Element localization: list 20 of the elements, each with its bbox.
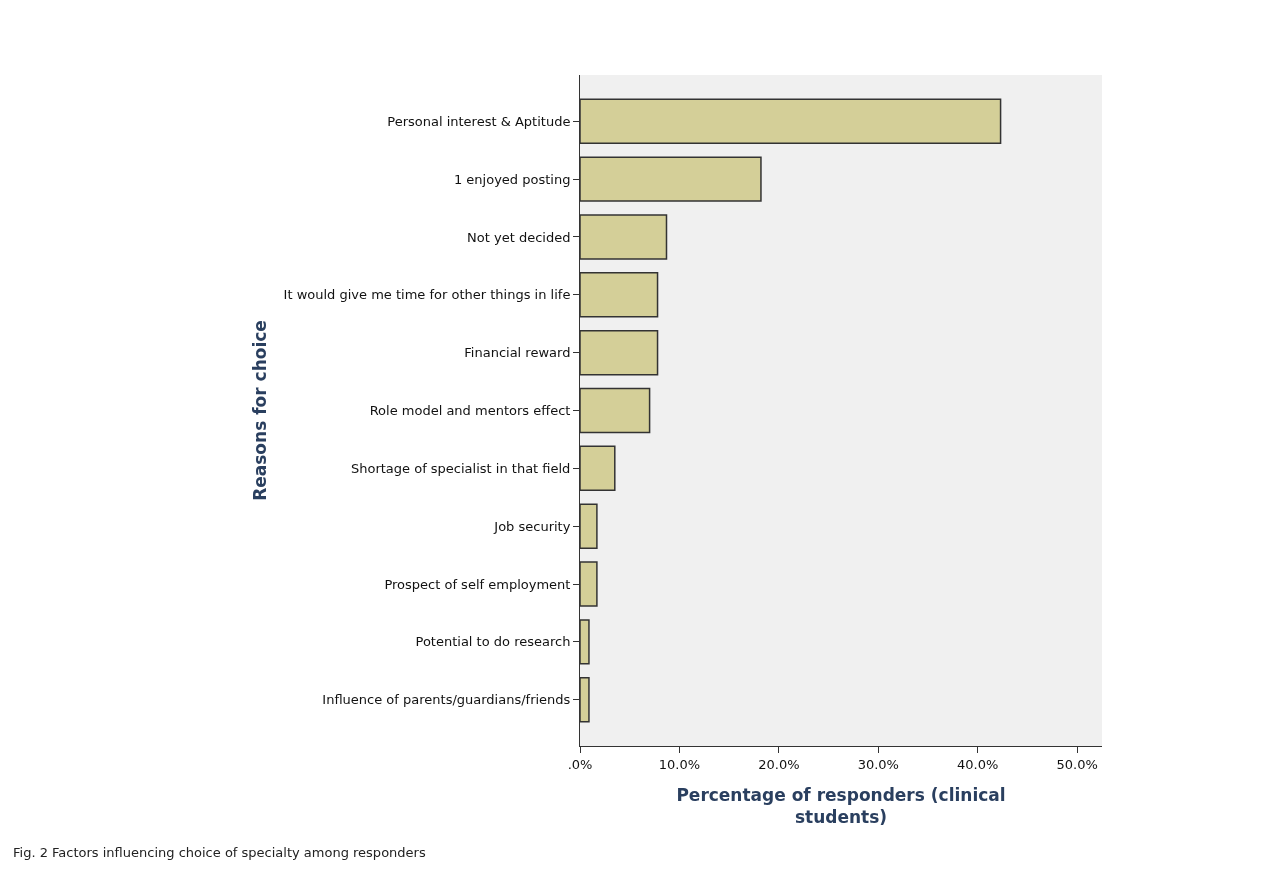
y-tick-label: Job security xyxy=(493,518,571,534)
x-tick-label: 40.0% xyxy=(957,756,999,772)
y-tick-label: Potential to do research xyxy=(415,634,571,650)
y-tick-label: It would give me time for other things in life xyxy=(283,287,571,303)
x-tick-label: 50.0% xyxy=(1056,756,1098,772)
x-tick-label: 20.0% xyxy=(758,756,800,772)
y-tick-label: Prospect of self employment xyxy=(384,576,571,592)
y-axis-title: Reasons for choice xyxy=(250,320,271,501)
y-tick-label: Personal interest & Aptitude xyxy=(387,113,571,129)
y-tick-label: Financial reward xyxy=(464,345,571,361)
y-tick-label: Shortage of specialist in that field xyxy=(350,460,571,476)
x-tick-label: .0% xyxy=(567,756,593,772)
y-tick-label: Influence of parents/guardians/friends xyxy=(322,692,571,708)
y-tick-label: 1 enjoyed posting xyxy=(453,171,571,187)
y-tick-label: Not yet decided xyxy=(467,229,571,245)
x-tick-label: 10.0% xyxy=(658,756,701,772)
caption: Fig. 2 Factors influencing choice of specialty among responders xyxy=(13,845,426,860)
x-axis-title: Percentage of responders (clinical students) xyxy=(676,785,1006,828)
x-tick-label: 30.0% xyxy=(857,756,899,772)
y-tick-label: Role model and mentors effect xyxy=(369,403,571,419)
